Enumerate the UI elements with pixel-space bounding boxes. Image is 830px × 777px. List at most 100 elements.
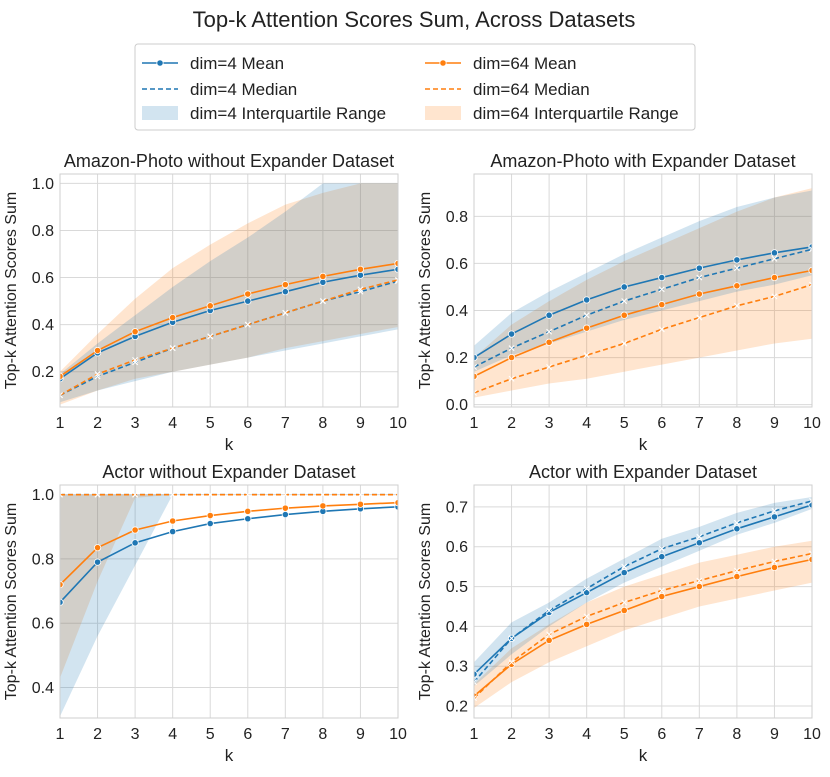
- dim4-mean-line: [60, 268, 398, 380]
- x-tick-label: 2: [93, 415, 102, 432]
- dim64-iqr-band: [474, 188, 812, 398]
- x-tick-label: 4: [168, 726, 177, 743]
- x-tick-label: 5: [620, 415, 629, 432]
- dim64-mean-marker: [206, 302, 214, 310]
- dim4-mean-marker: [60, 598, 64, 606]
- dim4-mean-line: [60, 506, 398, 603]
- dim4-mean-marker: [658, 553, 666, 561]
- dim4-median-marker: [474, 364, 477, 370]
- x-tick-label: 6: [657, 726, 666, 743]
- y-tick-label: 0.5: [446, 579, 468, 596]
- dim64-median-marker: [546, 631, 553, 638]
- x-tick-label: 1: [470, 415, 479, 432]
- dim4-median-marker: [395, 278, 398, 285]
- dim64-mean-line: [474, 558, 812, 697]
- dim64-median-marker: [771, 558, 778, 565]
- dim64-median-marker: [696, 314, 703, 321]
- subplots: 1 2 3 4 5 6 7 8 9 10 0.2 0.4 0.6 0.8 1.0 k Top-k Attenti…: [3, 151, 821, 765]
- dim4-median-marker: [546, 607, 553, 614]
- dim64-mean-marker: [733, 573, 741, 581]
- dim64-median-line: [474, 283, 812, 394]
- y-tick-label: 0.6: [32, 616, 54, 633]
- x-tick-label: 5: [206, 415, 215, 432]
- dim4-median-marker: [733, 519, 740, 526]
- x-tick-label: 7: [281, 726, 290, 743]
- dim64-mean-marker: [583, 324, 591, 332]
- dim4-median-marker: [809, 246, 812, 253]
- x-tick-label: 5: [206, 726, 215, 743]
- dim4-iqr-band: [474, 190, 812, 372]
- y-tick-label: 0.4: [446, 619, 468, 636]
- dim4-median-line: [60, 280, 398, 396]
- dim64-median-marker: [319, 491, 326, 498]
- dim4-median-marker: [658, 545, 665, 552]
- dim4-median-line: [474, 248, 812, 368]
- dim4-mean-marker: [770, 513, 779, 521]
- dim64-median-marker: [207, 333, 214, 340]
- y-tick-label: 0.8: [32, 551, 54, 568]
- y-tick-label: 1.0: [32, 487, 54, 504]
- dim64-median-marker: [809, 281, 812, 288]
- legend-dim64-iqr-swatch: [425, 106, 461, 120]
- dim64-mean-marker: [206, 511, 214, 520]
- y-tick-label: 0.6: [32, 270, 54, 287]
- dim4-median-marker: [546, 328, 553, 335]
- dim64-iqr-band: [60, 183, 398, 405]
- subplot-1: 1 2 3 4 5 6 7 8 9 10 0.2 0.4 0.6 0.8 1.0 k Top-k Attenti…: [3, 151, 407, 454]
- dim64-median-marker: [546, 364, 553, 370]
- plot-area: [60, 491, 398, 717]
- subplot-4: 1 2 3 4 5 6 7 8 9 10 0.2 0.3 0.4 0.5 0.6 0.7 k Top-k Atte…: [417, 462, 821, 765]
- dim64-iqr-band: [474, 540, 812, 709]
- dim64-median-marker: [583, 613, 590, 620]
- x-axis-label: k: [225, 435, 234, 454]
- dim64-median-marker: [395, 276, 398, 283]
- dim64-median-marker: [357, 286, 364, 293]
- dim64-mean-marker: [169, 517, 177, 525]
- x-tick-label: 7: [281, 415, 290, 432]
- dim64-median-marker: [207, 491, 214, 498]
- y-tick-label: 0.2: [446, 699, 468, 716]
- dim64-median-marker: [621, 599, 628, 606]
- dim4-median-marker: [621, 298, 628, 305]
- y-tick-label: 1.0: [32, 176, 54, 193]
- y-tick-label: 0.4: [32, 317, 54, 334]
- dim64-median-marker: [357, 491, 364, 498]
- legend-dim64-mean-marker: [439, 59, 447, 67]
- x-tick-label: 1: [56, 726, 65, 743]
- y-axis-label: Top-k Attention Scores Sum: [3, 503, 20, 700]
- x-tick-label: 5: [620, 726, 629, 743]
- dim4-median-marker: [696, 274, 703, 281]
- x-tick-label: 2: [507, 415, 516, 432]
- dim64-median-marker: [132, 491, 139, 498]
- legend-dim4-iqr-label: dim=4 Interquartile Range: [190, 104, 386, 123]
- dim64-median-marker: [395, 491, 398, 498]
- dim64-mean-marker: [583, 620, 591, 629]
- dim64-median-marker: [733, 302, 740, 309]
- x-tick-label: 8: [732, 726, 741, 743]
- dim64-median-marker: [583, 352, 590, 359]
- y-axis-label: Top-k Attention Scores Sum: [3, 192, 20, 389]
- dim4-mean-marker: [583, 296, 591, 304]
- x-tick-label: 6: [243, 726, 252, 743]
- dim4-median-marker: [696, 533, 703, 540]
- dim64-mean-marker: [60, 581, 64, 589]
- y-tick-label: 0.7: [446, 499, 468, 516]
- y-tick-label: 0.4: [446, 303, 468, 320]
- plot-frame: [473, 173, 813, 408]
- dim64-median-marker: [809, 550, 812, 557]
- dim64-mean-marker: [545, 636, 553, 644]
- x-tick-label: 8: [318, 415, 327, 432]
- dim64-median-marker: [60, 491, 63, 498]
- x-tick-label: 8: [732, 415, 741, 432]
- dim4-median-marker: [771, 507, 778, 514]
- subplot-3: 1 2 3 4 5 6 7 8 9 10 0.4 0.6 0.8 1.0 k Top-k Attention …: [3, 462, 407, 765]
- plot-frame: [59, 173, 399, 408]
- dim64-mean-marker: [356, 265, 365, 273]
- dim64-mean-marker: [319, 502, 327, 510]
- dim4-mean-marker: [244, 515, 252, 523]
- y-tick-label: 0.2: [446, 350, 468, 367]
- subplot-2: 1 2 3 4 5 6 7 8 9 10 0.0 0.2 0.4 0.6 0.8 k Top-k Attenti…: [417, 151, 821, 454]
- x-tick-label: 4: [582, 415, 591, 432]
- dim4-median-marker: [474, 679, 477, 686]
- dim64-mean-marker: [658, 592, 666, 601]
